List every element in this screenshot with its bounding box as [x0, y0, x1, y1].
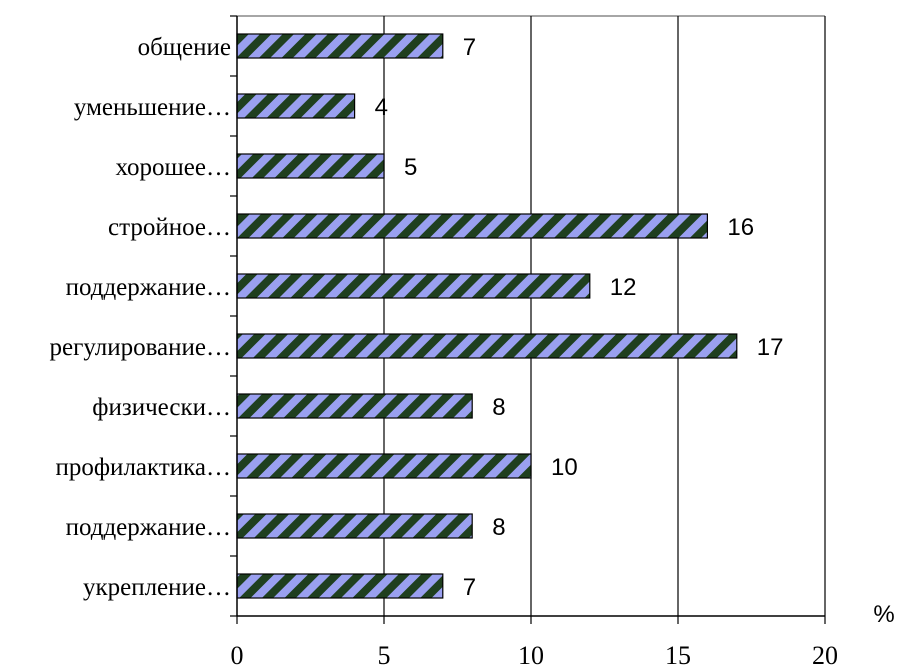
x-tick-label: 20 [812, 641, 838, 668]
bar [236, 453, 532, 479]
category-label: физически… [92, 394, 231, 421]
x-tick-label: 0 [231, 641, 244, 668]
category-label: общение [138, 34, 231, 61]
bars [236, 33, 738, 599]
x-tick-label: 10 [518, 641, 544, 668]
gridlines [237, 15, 826, 616]
x-unit-label: % [873, 601, 894, 628]
data-label: 12 [610, 274, 637, 301]
data-label: 4 [375, 94, 388, 121]
bar [236, 573, 444, 599]
x-tick-label: 15 [665, 641, 691, 668]
category-label: уменьшение… [74, 94, 231, 121]
bar [236, 393, 473, 419]
bar [236, 513, 473, 539]
data-label: 8 [492, 514, 505, 541]
bar [236, 213, 708, 239]
data-label: 5 [404, 154, 417, 181]
data-label: 10 [551, 454, 578, 481]
bar [236, 333, 738, 359]
category-label: хорошее… [116, 154, 232, 181]
data-label: 16 [727, 214, 754, 241]
data-label: 7 [463, 34, 476, 61]
category-label: поддержание… [66, 274, 231, 301]
category-label: профилактика… [55, 454, 231, 481]
x-tick-label: 5 [378, 641, 391, 668]
data-label: 17 [757, 334, 784, 361]
bar [236, 93, 356, 119]
data-label: 8 [492, 394, 505, 421]
bar [236, 33, 444, 59]
category-label: поддержание… [66, 514, 231, 541]
data-label: 7 [463, 574, 476, 601]
bar [236, 273, 591, 299]
category-label: стройное… [108, 214, 231, 241]
bar [236, 153, 385, 179]
category-label: регулирование… [49, 334, 231, 361]
category-label: укрепление… [83, 574, 231, 601]
axes [230, 15, 826, 624]
labels: 0 5 10 15 20 общение 7 уменьшение… 4 хорошее… 5 стр… [49, 34, 894, 668]
